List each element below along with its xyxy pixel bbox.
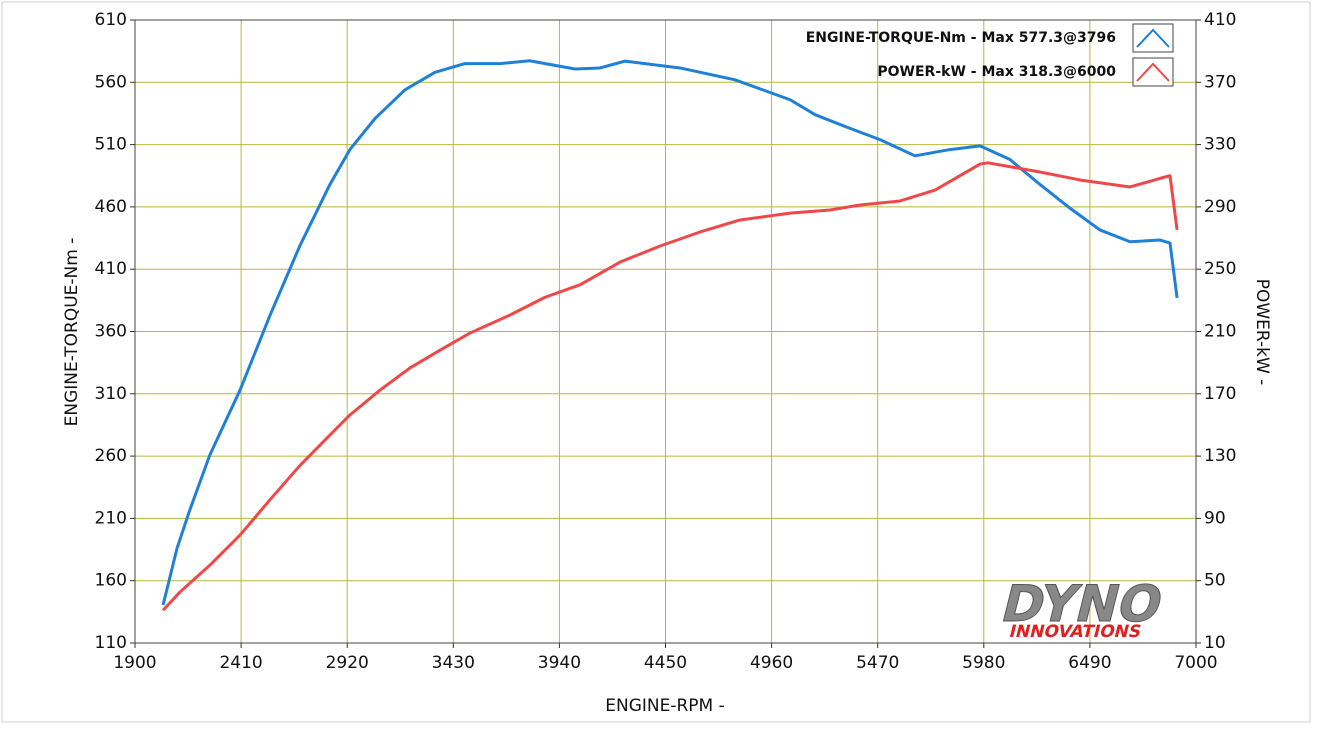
y2-tick-label: 290 — [1204, 197, 1236, 217]
y2-tick-label: 10 — [1204, 633, 1226, 653]
y-tick-label: 260 — [95, 446, 127, 466]
x-tick-label: 7000 — [1174, 653, 1217, 673]
y-tick-label: 610 — [95, 10, 127, 30]
x-tick-label: 4450 — [644, 653, 687, 673]
x-tick-label: 6490 — [1068, 653, 1111, 673]
logo-subtext: INNOVATIONS — [1007, 622, 1143, 642]
y-tick-label: 310 — [95, 384, 127, 404]
series-line — [161, 59, 1179, 606]
y2-axis-title: POWER-kW - — [1252, 279, 1272, 386]
chart-frame — [1, 1, 1311, 723]
y2-tick-label: 410 — [1204, 10, 1236, 30]
legend-swatch — [1136, 62, 1170, 82]
y-tick-label: 160 — [95, 571, 127, 591]
y2-tick-label: 130 — [1204, 446, 1236, 466]
y2-tick-label: 330 — [1204, 135, 1236, 155]
logo: DYNO INNOVATIONS — [995, 574, 1169, 642]
x-tick-label: 2920 — [326, 653, 369, 673]
y2-tick-label: 210 — [1204, 322, 1236, 342]
y2-tick-label: 170 — [1204, 384, 1236, 404]
x-tick-label: 5470 — [856, 653, 899, 673]
series-line — [161, 161, 1179, 612]
y2-tick-label: 50 — [1204, 571, 1226, 591]
x-tick-label: 2410 — [219, 653, 262, 673]
y2-tick-label: 90 — [1204, 508, 1226, 528]
legend-label: POWER-kW - Max 318.3@6000 — [877, 64, 1116, 80]
y-tick-label: 210 — [95, 508, 127, 528]
y2-tick-label: 250 — [1204, 259, 1236, 279]
plot-border — [134, 19, 1197, 644]
logo-text: DYNO — [996, 575, 1169, 633]
x-tick-label: 4960 — [750, 653, 793, 673]
legend-box — [1132, 23, 1174, 53]
legend-box — [1132, 57, 1174, 87]
y-axis-title: ENGINE-TORQUE-Nm - — [62, 238, 82, 427]
x-tick-label: 1900 — [113, 653, 156, 673]
y-tick-label: 410 — [95, 259, 127, 279]
y-tick-label: 460 — [95, 197, 127, 217]
y-tick-label: 560 — [95, 72, 127, 92]
x-axis-title: ENGINE-RPM - — [605, 696, 725, 716]
y2-tick-label: 370 — [1204, 72, 1236, 92]
legend-label: ENGINE-TORQUE-Nm - Max 577.3@3796 — [806, 30, 1116, 46]
x-tick-label: 3940 — [538, 653, 581, 673]
x-tick-label: 5980 — [962, 653, 1005, 673]
y-tick-label: 510 — [95, 135, 127, 155]
x-tick-label: 3430 — [432, 653, 475, 673]
y-tick-label: 110 — [95, 633, 127, 653]
legend-swatch — [1136, 28, 1170, 48]
y-tick-label: 360 — [95, 322, 127, 342]
